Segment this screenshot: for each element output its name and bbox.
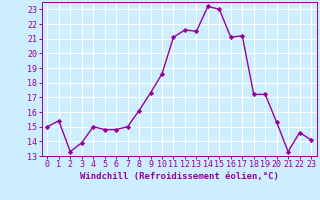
- X-axis label: Windchill (Refroidissement éolien,°C): Windchill (Refroidissement éolien,°C): [80, 172, 279, 181]
